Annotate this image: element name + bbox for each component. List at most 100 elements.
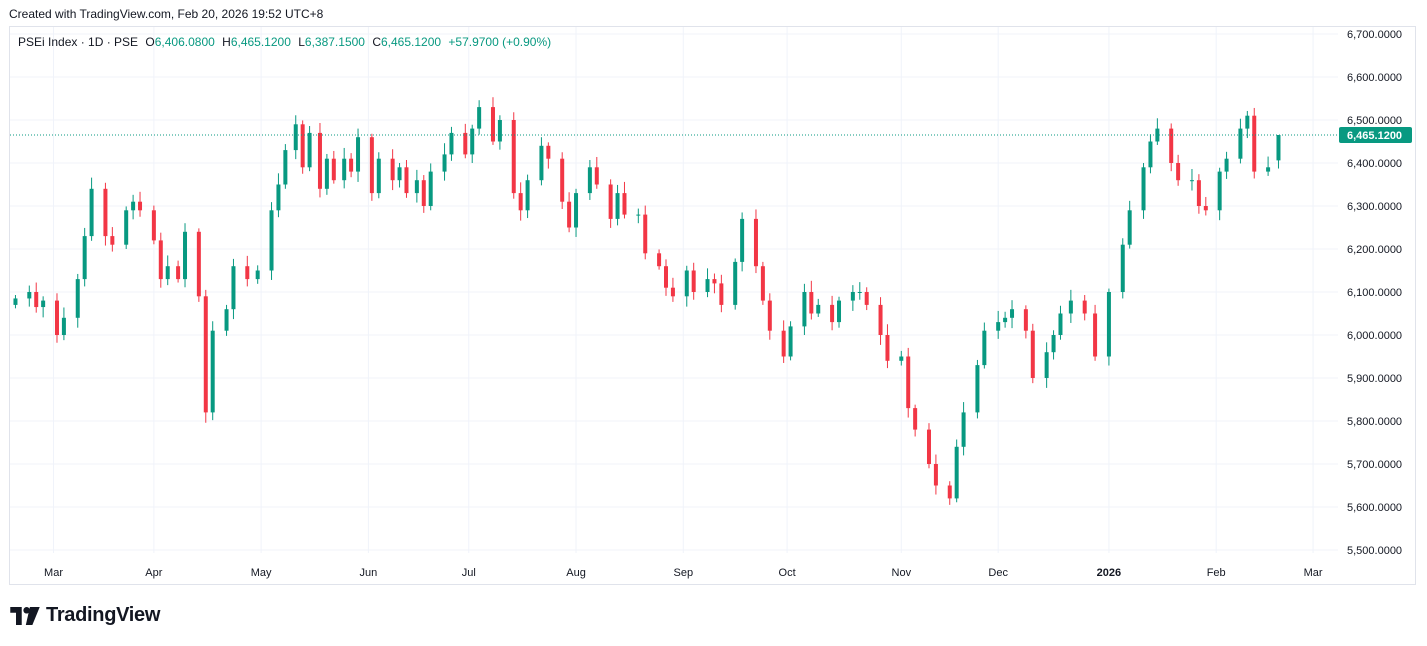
candle-body [203, 296, 208, 413]
candle-body [802, 292, 807, 327]
time-axis-label: Jun [360, 567, 378, 579]
symbol-name[interactable]: PSEi Index · 1D · PSE [18, 35, 139, 49]
tradingview-logo[interactable]: TradingView [10, 604, 160, 627]
price-axis-label: 5,600.0000 [1347, 502, 1402, 514]
candle-body [816, 304, 821, 314]
candle-body [490, 107, 495, 142]
candle-body [110, 236, 115, 245]
candle-body [331, 158, 336, 181]
candle-body [733, 261, 738, 305]
candle-body [349, 158, 354, 172]
time-axis-label: May [251, 567, 272, 579]
candle-body [1106, 292, 1111, 357]
candle-body [1189, 180, 1194, 182]
candle-body [878, 304, 883, 335]
candle-body [196, 231, 201, 297]
candle-body [27, 292, 32, 299]
high-label: H [222, 35, 231, 49]
time-axis-label: Oct [779, 567, 796, 579]
time-axis: Mar Apr May Jun Jul Aug Sep Oct Nov Dec 2026 Feb Mar [44, 567, 1323, 579]
candle-body [1058, 313, 1063, 335]
candle-body [947, 485, 952, 499]
tradingview-logo-icon [10, 606, 40, 625]
candles [13, 97, 1281, 505]
candle-body [670, 287, 675, 297]
price-axis-label: 6,300.0000 [1347, 201, 1402, 213]
time-axis-label: Apr [145, 567, 162, 579]
candle-body [608, 184, 613, 219]
candle-body [442, 154, 447, 172]
candle-body [809, 292, 814, 314]
candle-body [1044, 352, 1049, 378]
candle-body [1196, 180, 1201, 206]
time-axis-label: Jul [462, 567, 476, 579]
price-axis-label: 5,900.0000 [1347, 373, 1402, 385]
candle-body [497, 120, 502, 142]
candle-body [857, 292, 862, 293]
candle-body [899, 356, 904, 361]
candle-body [1120, 244, 1125, 292]
candle-body [657, 253, 662, 267]
candle-body [449, 132, 454, 155]
candle-body [34, 292, 39, 308]
candle-body [183, 231, 188, 280]
candle-body [975, 365, 980, 413]
candle-body [518, 193, 523, 211]
time-axis-label: Mar [44, 567, 63, 579]
price-axis-label: 6,000.0000 [1347, 330, 1402, 342]
candle-body [567, 201, 572, 228]
candle-body [850, 292, 855, 301]
candle-body [926, 429, 931, 464]
candle-body [1252, 115, 1257, 172]
candle-body [1266, 167, 1271, 172]
last-price-tag [1339, 126, 1412, 143]
price-axis-label: 6,400.0000 [1347, 158, 1402, 170]
grid-lines [10, 27, 1338, 553]
candle-body [1030, 330, 1035, 378]
candle-body [643, 214, 648, 254]
candle-body [788, 326, 793, 357]
created-with-label: Created with TradingView.com, Feb 20, 20… [9, 7, 324, 21]
candle-body [224, 309, 229, 331]
candle-body [587, 167, 592, 194]
time-axis-label: Nov [892, 567, 912, 579]
candle-body [89, 188, 94, 237]
candle-body [463, 132, 468, 155]
candle-body [1224, 158, 1229, 172]
candle-body [428, 171, 433, 206]
candle-body [421, 180, 426, 206]
candle-body [414, 180, 419, 194]
candle-body [622, 193, 627, 215]
chart-pane[interactable] [9, 26, 1416, 585]
candle-body [307, 132, 312, 168]
candle-body [165, 266, 170, 280]
candle-body [1127, 210, 1132, 245]
candle-body [61, 317, 66, 335]
candle-body [913, 408, 918, 430]
candle-body [13, 298, 18, 305]
candle-body [1023, 309, 1028, 331]
price-axis: 5,500.0000 5,600.0000 5,700.0000 5,800.0000… [1347, 29, 1402, 557]
price-axis-label: 6,600.0000 [1347, 72, 1402, 84]
candle-body [245, 266, 250, 280]
candle-body [781, 330, 786, 357]
candle-body [276, 184, 281, 211]
low-label: L [298, 35, 305, 49]
price-axis-label: 5,700.0000 [1347, 459, 1402, 471]
candle-body [75, 279, 80, 318]
candle-body [1003, 317, 1008, 323]
candle-body [82, 236, 87, 280]
candle-body [539, 145, 544, 181]
candle-body [837, 300, 842, 323]
candle-body [176, 266, 181, 280]
candle-body [324, 158, 329, 189]
last-price-label: 6,465.1200 [1347, 130, 1402, 142]
candle-body [283, 150, 288, 185]
time-axis-label: Mar [1304, 567, 1323, 579]
tradingview-logo-text: TradingView [46, 604, 161, 626]
candle-body [124, 210, 129, 245]
candle-body [470, 128, 475, 155]
price-axis-label: 5,800.0000 [1347, 416, 1402, 428]
candle-body [954, 446, 959, 499]
